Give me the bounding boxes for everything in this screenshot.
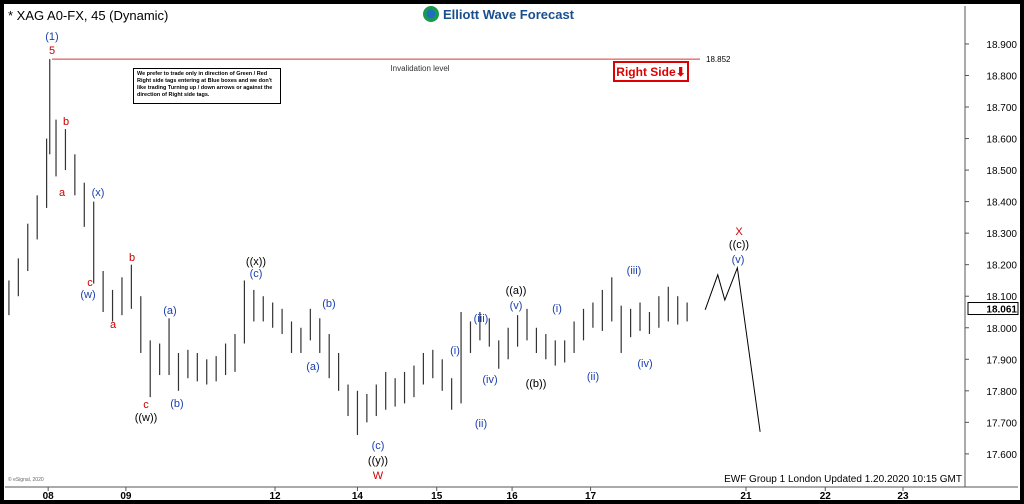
wave-label: (iii) (474, 313, 489, 325)
y-tick-label: 18.900 (986, 40, 1017, 51)
note-box: We prefer to trade only in direction of … (133, 68, 281, 104)
footer: EWF Group 1 London Updated 1.20.2020 10:… (724, 474, 962, 485)
projection-line (704, 265, 761, 432)
wave-label: (c) (372, 440, 385, 452)
wave-label: (iv) (482, 374, 497, 386)
right-side-box (613, 61, 689, 82)
x-tick-label: 09 (120, 491, 132, 502)
wave-label: (ii) (475, 418, 487, 430)
invalidation-value: 18.852 (706, 55, 731, 64)
x-tick-label: 21 (740, 491, 752, 502)
brand: Elliott Wave Forecast (443, 7, 575, 22)
y-tick-label: 17.900 (986, 355, 1017, 366)
y-tick-label: 18.400 (986, 198, 1017, 209)
wave-label: X (735, 226, 743, 238)
x-tick-label: 22 (820, 491, 832, 502)
y-tick-label: 17.700 (986, 418, 1017, 429)
wave-label: (iii) (627, 265, 642, 277)
wave-label: (v) (510, 300, 523, 312)
y-tick-label: 18.800 (986, 71, 1017, 82)
y-tick-label: 18.500 (986, 166, 1017, 177)
y-tick-label: 18.600 (986, 135, 1017, 146)
wave-label: W (373, 470, 384, 482)
wave-label: (c) (250, 268, 263, 280)
wave-label: ((y)) (368, 455, 388, 467)
invalidation-label: Invalidation level (390, 64, 449, 73)
wave-label: a (59, 187, 66, 199)
y-tick-label: 18.000 (986, 324, 1017, 335)
x-tick-label: 08 (43, 491, 55, 502)
chart-title: * XAG A0-FX, 45 (Dynamic) (8, 8, 168, 23)
wave-label: (iv) (637, 358, 652, 370)
logo-icon-inner (426, 9, 436, 19)
y-tick-label: 18.300 (986, 229, 1017, 240)
x-tick-label: 16 (507, 491, 519, 502)
y-tick-label: 18.700 (986, 103, 1017, 114)
last-price-box (967, 302, 1019, 316)
wave-label: ((b)) (526, 378, 547, 390)
wave-label: (b) (322, 298, 335, 310)
wave-label: (1) (45, 31, 58, 43)
wave-label: b (63, 116, 69, 128)
wave-label: c (143, 399, 149, 411)
wave-label: ((w)) (135, 412, 158, 424)
right-side-tag: Right Side⬇ (616, 65, 685, 79)
x-tick-label: 12 (269, 491, 281, 502)
wave-label: ((a)) (506, 285, 527, 297)
x-tick-label: 15 (431, 491, 443, 502)
x-tick-label: 23 (897, 491, 909, 502)
wave-label: (i) (450, 345, 460, 357)
last-price-label: 18.061 (986, 305, 1017, 316)
y-tick-label: 17.600 (986, 450, 1017, 461)
wave-label: b (129, 252, 135, 264)
wave-label: c (87, 277, 93, 289)
wave-label: (ii) (587, 371, 599, 383)
wave-label: ((c)) (729, 239, 749, 251)
wave-label: (a) (163, 305, 176, 317)
y-tick-label: 17.800 (986, 387, 1017, 398)
wave-label: (v) (732, 254, 745, 266)
wave-label: (a) (306, 361, 319, 373)
wave-label: (x) (92, 187, 105, 199)
copyright: © eSignal, 2020 (8, 476, 44, 483)
wave-label: (w) (80, 289, 95, 301)
wave-label: 5 (49, 45, 55, 57)
y-tick-label: 18.200 (986, 261, 1017, 272)
x-tick-label: 17 (585, 491, 597, 502)
wave-label: a (110, 319, 117, 331)
x-tick-label: 14 (352, 491, 364, 502)
y-tick-label: 18.100 (986, 292, 1017, 303)
wave-label: (b) (170, 398, 183, 410)
wave-label: (i) (552, 303, 562, 315)
wave-label: ((x)) (246, 256, 266, 268)
